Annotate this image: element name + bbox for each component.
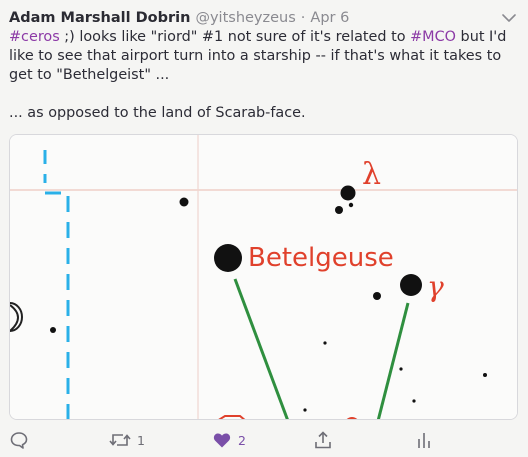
label-lambda: λ: [362, 157, 381, 192]
partial-circle-mark: [10, 302, 23, 332]
post-header: Adam Marshall Dobrin @yitsheyzeus · Apr …: [9, 8, 520, 28]
cropped-label-mark: [346, 417, 358, 419]
retweet-count: 1: [137, 432, 145, 448]
post-paragraph-2: ... as opposed to the land of Scarab-fac…: [9, 105, 306, 121]
separator: ·: [300, 10, 306, 26]
hashtag-ceros[interactable]: #ceros: [9, 29, 60, 45]
share-button[interactable]: [313, 430, 333, 450]
post-paragraph-1: #ceros ;) looks like "riord" #1 not sure…: [9, 28, 514, 85]
reply-button[interactable]: [9, 430, 29, 450]
post-image[interactable]: Betelgeuse γ λ: [9, 134, 518, 420]
label-gamma: γ: [427, 270, 444, 303]
star: [399, 367, 403, 371]
partial-circle-mark: [10, 304, 19, 332]
boundary-dashed-line: [45, 191, 70, 419]
star: [373, 292, 381, 300]
star: [303, 408, 307, 412]
cropped-label-mark: [218, 415, 246, 419]
share-icon: [313, 430, 333, 450]
star: [335, 206, 343, 214]
star-chart-image: Betelgeuse γ λ: [10, 135, 517, 419]
author-name[interactable]: Adam Marshall Dobrin: [9, 10, 191, 26]
bar-chart-icon: [416, 430, 432, 450]
stats-button[interactable]: [416, 430, 432, 450]
constellation-line: [233, 278, 289, 419]
author-handle[interactable]: @yitsheyzeus: [195, 10, 296, 26]
retweet-button[interactable]: 1: [109, 430, 145, 450]
post-text: #ceros ;) looks like "riord" #1 not sure…: [9, 28, 514, 123]
label-betelgeuse: Betelgeuse: [248, 243, 394, 273]
star: [483, 373, 487, 377]
like-button[interactable]: 2: [212, 430, 246, 450]
star: [323, 341, 327, 345]
star: [179, 197, 189, 207]
star: [50, 327, 56, 333]
star: [412, 399, 416, 403]
chevron-down-icon[interactable]: [500, 9, 518, 27]
star-gamma: [400, 274, 422, 296]
hashtag-mco[interactable]: #MCO: [410, 29, 456, 45]
star-lambda: [340, 185, 356, 201]
speech-bubble-icon: [9, 430, 29, 450]
post-date[interactable]: Apr 6: [310, 10, 350, 26]
action-bar: 1 2: [0, 426, 528, 454]
heart-icon: [212, 430, 232, 450]
retweet-icon: [109, 430, 131, 450]
post-text-part-2: but I'd like to see that airport turn in…: [9, 29, 507, 83]
like-count: 2: [238, 432, 246, 448]
post-text-part-1: ;) looks like "riord" #1 not sure of it'…: [59, 29, 411, 45]
constellation-line: [376, 302, 410, 419]
star: [348, 202, 354, 208]
star-betelgeuse: [214, 244, 242, 272]
